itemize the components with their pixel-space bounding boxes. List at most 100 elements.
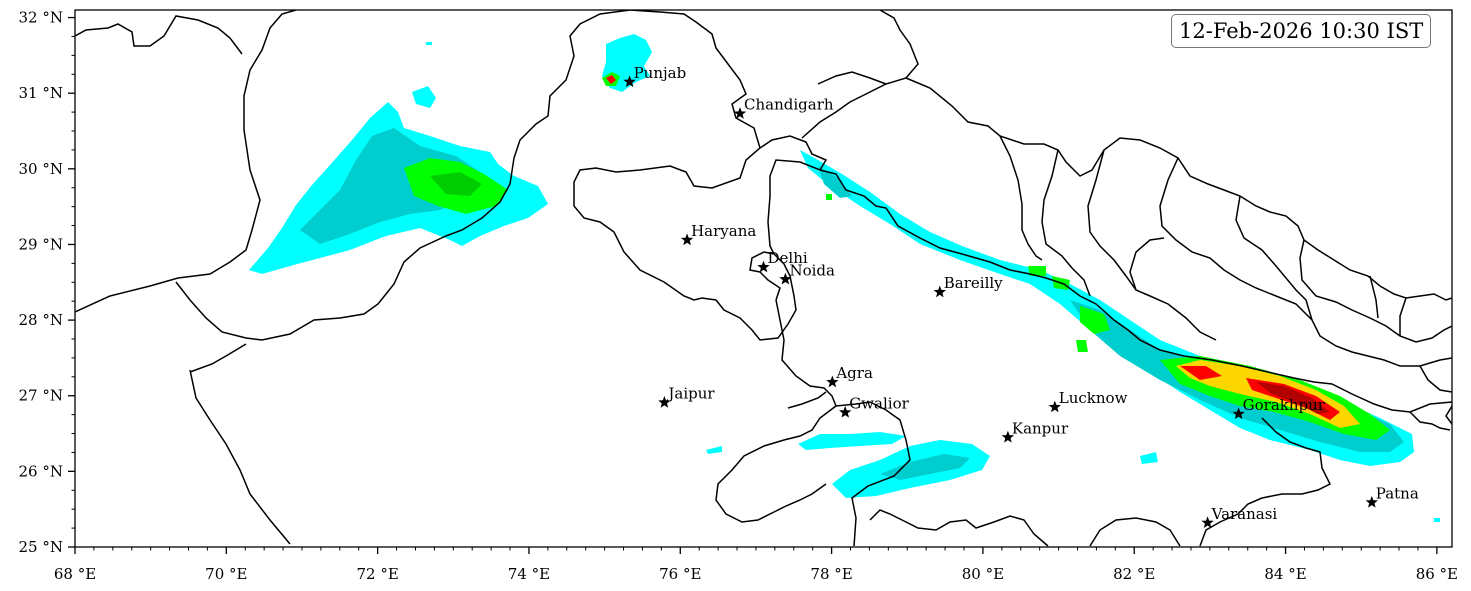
city-label: Varanasi [1211, 505, 1278, 523]
city-label: Gwalior [849, 394, 909, 412]
axis-tick-labels: 68 °E 70 °E 72 °E 74 °E 76 °E 78 °E 80 °E 82 °E… [19, 9, 1459, 583]
state-border [189, 369, 291, 545]
state-border [759, 135, 828, 255]
plot-frame [74, 9, 1453, 548]
precip-area-green [826, 194, 832, 200]
lon-tick-label: 70 °E [205, 565, 247, 583]
lon-tick-label: 84 °E [1264, 565, 1306, 583]
state-border [715, 391, 837, 523]
star-icon [733, 107, 747, 119]
state-border [1409, 411, 1451, 431]
city-label: Punjab [634, 64, 687, 82]
lat-tick-label: 29 °N [19, 235, 63, 253]
city-label: Delhi [768, 249, 808, 267]
precip-area-red [606, 75, 616, 84]
star-icon [1232, 407, 1245, 420]
precip-area-darkred [1256, 382, 1330, 414]
precipitation-layer [249, 34, 1440, 522]
lon-tick-label: 86 °E [1416, 565, 1458, 583]
lon-tick-label: 74 °E [508, 565, 550, 583]
precip-area-green [1080, 306, 1110, 334]
precip-area-cyan [1140, 452, 1158, 464]
state-border [573, 10, 797, 341]
state-border [1199, 447, 1332, 547]
lon-tick-label: 80 °E [962, 565, 1004, 583]
international-border [999, 135, 1452, 367]
precip-area-teal [300, 128, 480, 244]
star-icon [1048, 400, 1061, 413]
star-icon [933, 285, 946, 298]
lon-tick-label: 68 °E [54, 565, 96, 583]
boundary-lines [75, 10, 1452, 547]
precip-area-cyan [426, 42, 432, 45]
lat-tick-label: 32 °N [19, 9, 63, 27]
city-marker: Punjab [623, 64, 687, 88]
star-icon [1201, 516, 1214, 529]
star-icon [1001, 430, 1015, 443]
lat-tick-label: 25 °N [19, 538, 63, 556]
city-label: Bareilly [944, 274, 1003, 292]
international-border [1129, 195, 1452, 343]
state-border [1445, 405, 1452, 425]
precip-area-green [1076, 340, 1088, 352]
precip-area-cyan [412, 86, 436, 108]
city-marker: Jaipur [658, 385, 715, 408]
city-marker: Delhi [757, 249, 808, 273]
lat-tick-label: 30 °N [19, 160, 63, 178]
star-icon [757, 260, 770, 273]
state-border [775, 299, 911, 547]
star-icon [623, 75, 636, 88]
international-border [75, 10, 297, 313]
international-border [801, 10, 919, 139]
city-marker: Agra [826, 364, 873, 388]
state-border [75, 15, 243, 55]
city-marker: Kanpur [1001, 419, 1069, 443]
star-icon [779, 272, 792, 285]
city-marker: Gorakhpur [1232, 396, 1326, 420]
city-label: Lucknow [1059, 389, 1128, 407]
city-marker: Noida [779, 261, 835, 285]
lon-tick-label: 76 °E [659, 565, 701, 583]
city-marker: Lucknow [1048, 389, 1128, 413]
city-marker: Haryana [680, 222, 756, 246]
state-border [1261, 417, 1307, 449]
city-label: Gorakhpur [1243, 396, 1326, 414]
lat-tick-label: 26 °N [19, 462, 63, 480]
precip-area-teal [818, 166, 852, 198]
international-border [1369, 275, 1452, 393]
city-marker: Bareilly [933, 274, 1003, 298]
state-border [869, 509, 1049, 547]
lon-tick-label: 82 °E [1113, 565, 1155, 583]
city-label: Noida [789, 261, 835, 279]
lat-tick-label: 28 °N [19, 311, 63, 329]
axis-ticks [68, 16, 1438, 554]
state-border [189, 343, 247, 373]
state-border [819, 169, 1452, 413]
precip-area-teal [880, 454, 970, 480]
city-label: Agra [835, 364, 873, 382]
state-border [1089, 517, 1181, 547]
precip-area-cyan [706, 446, 722, 454]
precip-area-red [1180, 366, 1340, 420]
city-label: Haryana [691, 222, 756, 240]
precip-area-green [430, 172, 482, 196]
star-icon [826, 375, 839, 388]
lon-tick-label: 78 °E [810, 565, 852, 583]
city-label: Chandigarh [744, 96, 834, 114]
city-marker: Patna [1365, 484, 1419, 508]
lon-tick-label: 72 °E [356, 565, 398, 583]
city-label: Kanpur [1012, 419, 1069, 437]
precip-area-cyan [1434, 518, 1440, 522]
star-icon [658, 396, 671, 408]
star-icon [680, 233, 694, 246]
lat-tick-label: 27 °N [19, 387, 63, 405]
timestamp-label: 12-Feb-2026 10:30 IST [1171, 14, 1432, 48]
city-marker: Varanasi [1201, 505, 1278, 529]
city-marker: Gwalior [839, 394, 910, 418]
star-icon [1365, 495, 1378, 508]
city-marker: Chandigarh [733, 96, 834, 119]
precip-area-green [1028, 266, 1070, 290]
lat-tick-label: 31 °N [19, 84, 63, 102]
